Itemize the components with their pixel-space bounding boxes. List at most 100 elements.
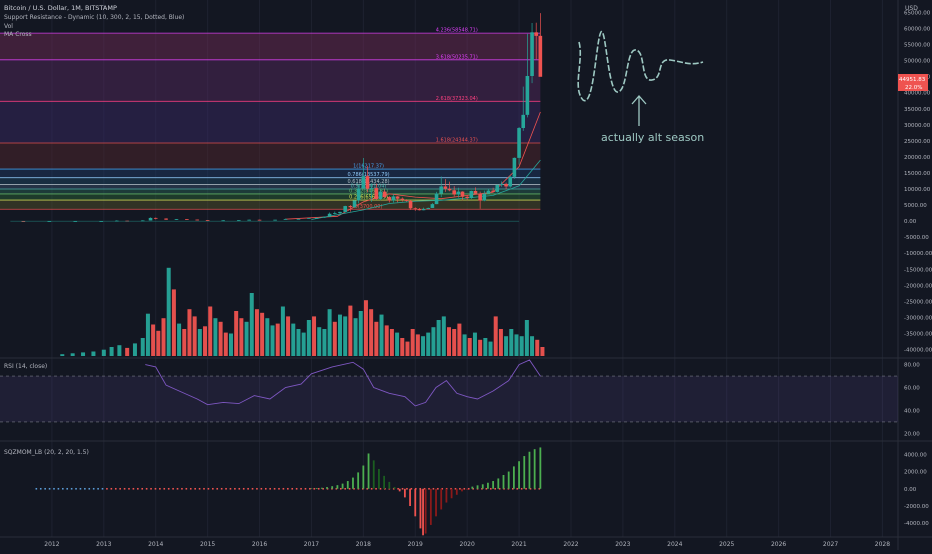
- volume-bar: [472, 332, 477, 356]
- volume-bar: [151, 324, 156, 356]
- squeeze-dot: [181, 487, 183, 490]
- squeeze-bar: [383, 475, 386, 489]
- volume-bar: [132, 343, 137, 356]
- x-tick-label: 2018: [356, 541, 371, 548]
- squeeze-bar: [419, 488, 422, 529]
- squeeze-dot: [379, 487, 382, 490]
- squeeze-dot: [264, 487, 267, 490]
- fib-level-label: 0.236(6560.59): [349, 195, 388, 201]
- volume-bar: [218, 321, 223, 356]
- volume-bar: [493, 316, 498, 356]
- candle-body: [164, 218, 168, 220]
- candle-body: [47, 221, 52, 222]
- candle-body: [504, 183, 508, 187]
- squeeze-bar: [378, 468, 380, 489]
- y-tick-label: 40000.00: [904, 91, 931, 97]
- volume-bar: [483, 338, 488, 356]
- candle-body: [283, 218, 288, 220]
- squeeze-bar: [409, 488, 411, 506]
- volume-bar: [291, 323, 296, 356]
- indicator-ma-cross: MA Cross: [4, 31, 32, 38]
- candle-body: [382, 191, 387, 198]
- volume-bar: [260, 312, 265, 356]
- volume-bar: [405, 341, 410, 356]
- squeeze-dot: [229, 487, 232, 490]
- x-tick-label: 2025: [719, 541, 734, 548]
- last-price-change: 22.0%: [905, 85, 922, 91]
- squeeze-dot: [295, 487, 298, 490]
- candle-body: [447, 188, 452, 191]
- candle-body: [456, 191, 461, 195]
- candle-body: [469, 190, 474, 199]
- candle-body: [378, 191, 383, 199]
- squeeze-dot: [75, 487, 77, 490]
- squeeze-dot: [132, 487, 135, 490]
- volume-bar: [504, 336, 509, 356]
- rsi-tick-label: 60.00: [904, 386, 920, 392]
- y-tick-label: -35000.00: [904, 332, 932, 338]
- volume-bar: [363, 300, 368, 356]
- squeeze-dot: [101, 487, 104, 490]
- squeeze-bar: [440, 488, 443, 510]
- squeeze-bar: [471, 486, 474, 489]
- candle-body: [21, 221, 26, 222]
- squeeze-dot: [150, 487, 152, 490]
- candle-body: [221, 220, 226, 222]
- candle-body: [465, 196, 469, 199]
- volume-bar: [519, 336, 524, 356]
- squeeze-dot: [322, 487, 324, 490]
- candle-body: [495, 184, 500, 192]
- fib-band: [0, 142, 541, 170]
- squeeze-dot: [44, 487, 46, 490]
- squeeze-bar: [533, 449, 536, 489]
- squeeze-dot: [234, 487, 236, 490]
- fib-band: [0, 193, 541, 201]
- squeeze-bar: [388, 481, 391, 489]
- volume-bar: [270, 325, 275, 356]
- squeeze-bar: [336, 485, 339, 489]
- squeeze-dot: [432, 487, 435, 490]
- squeeze-dot: [154, 487, 157, 490]
- currency-label: USD: [905, 5, 918, 12]
- rsi-line: [145, 359, 541, 407]
- fib-level-label: 0.382(8467.81): [349, 188, 388, 194]
- squeeze-bar: [502, 475, 505, 489]
- candle-body: [352, 200, 357, 208]
- volume-bar: [327, 309, 332, 356]
- squeeze-bar: [362, 465, 365, 489]
- candle-body: [499, 183, 504, 185]
- candle-body: [99, 221, 104, 222]
- fib-band: [0, 177, 541, 185]
- squeeze-dot: [525, 487, 527, 490]
- volume-bar: [249, 293, 254, 356]
- x-tick-label: 2021: [511, 541, 526, 548]
- squeeze-dot: [428, 487, 430, 490]
- x-tick-label: 2023: [615, 541, 630, 548]
- candle-body: [434, 193, 439, 205]
- candle-body: [491, 190, 495, 192]
- candle-body: [443, 186, 448, 189]
- squeeze-dot: [437, 487, 439, 490]
- volume-bar: [436, 320, 441, 356]
- ma-slow-line: [311, 159, 541, 220]
- candle-body: [452, 190, 456, 195]
- squeeze-dot: [339, 487, 342, 490]
- squeeze-bar: [357, 472, 360, 489]
- volume-bar: [301, 332, 306, 356]
- squeeze-dot: [242, 487, 245, 490]
- candle-body: [348, 206, 353, 208]
- squeeze-dot: [145, 487, 148, 490]
- volume-bar: [530, 336, 535, 356]
- squeeze-dot: [538, 487, 541, 490]
- squeeze-dot: [194, 487, 196, 490]
- volume-bar: [125, 347, 130, 356]
- squeeze-bar: [450, 488, 453, 499]
- candle-body: [257, 219, 262, 221]
- squeeze-dot: [269, 487, 271, 490]
- fib-band: [0, 101, 541, 143]
- volume-bar: [395, 332, 400, 356]
- y-tick-label: 5000.00: [904, 203, 927, 209]
- volume-bar: [415, 334, 420, 356]
- fib-level-label: 2.618(37323.04): [436, 96, 478, 102]
- squeeze-dot: [70, 487, 73, 490]
